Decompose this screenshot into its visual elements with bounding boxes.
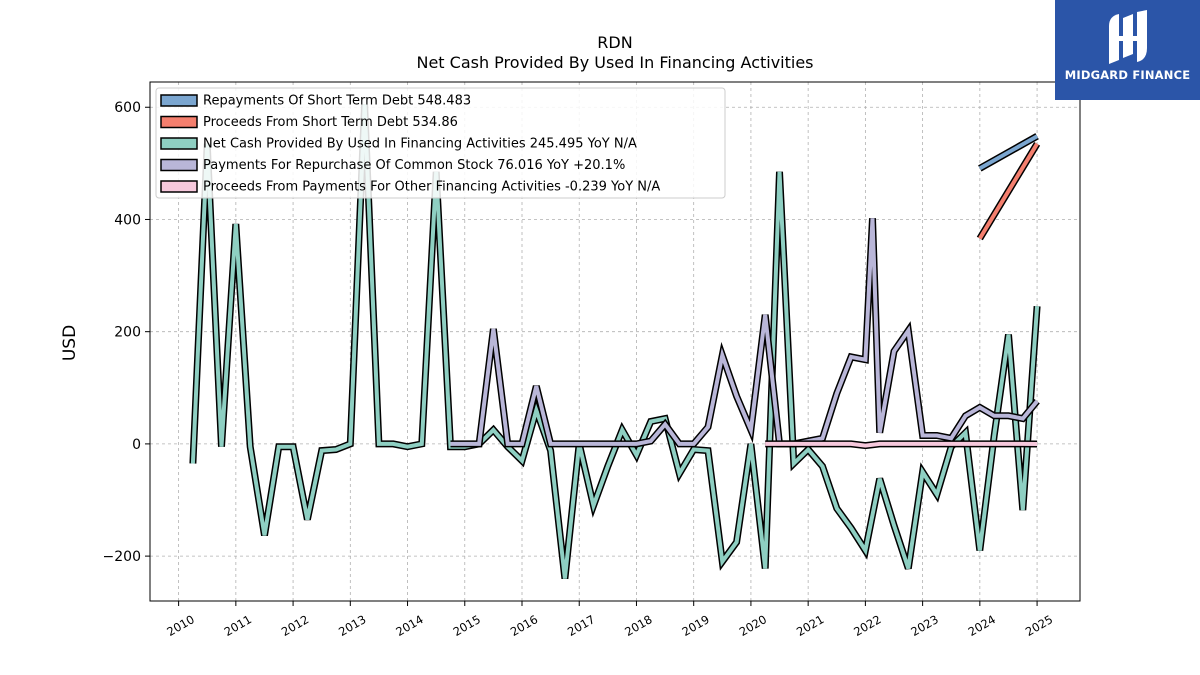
legend-swatch — [160, 158, 198, 172]
legend-swatch — [160, 180, 198, 193]
payments-for-repurchase-of-common-stock-line — [450, 218, 1039, 446]
x-tick-label: 2021 — [794, 612, 826, 639]
legend-swatch — [160, 137, 198, 150]
legend: Repayments Of Short Term Debt 548.483 Pro… — [155, 87, 726, 199]
legend-entry: Net Cash Provided By Used In Financing A… — [203, 137, 637, 152]
legend-box — [155, 87, 726, 199]
x-tick-label: 2017 — [565, 612, 597, 639]
x-tick-label: 2018 — [622, 612, 654, 639]
x-tick-label: 2023 — [908, 612, 940, 639]
y-tick-label: 200 — [114, 325, 141, 341]
series-layer — [189, 104, 1041, 579]
proceeds-from-short-term-debt-line — [978, 142, 1039, 240]
x-tick-label: 2011 — [222, 612, 254, 639]
x-tick-label: 2013 — [336, 612, 368, 639]
y-axis-label: USD — [60, 325, 80, 361]
x-tick-label: 2019 — [680, 612, 712, 639]
legend-swatch — [160, 94, 198, 107]
y-tick-label: 600 — [114, 100, 141, 116]
x-tick-label: 2012 — [279, 612, 311, 639]
brand-name: MIDGARD FINANCE — [1064, 68, 1191, 82]
x-tick-label: 2025 — [1023, 612, 1055, 639]
y-tick-label: 0 — [132, 437, 141, 453]
legend-entry: Repayments Of Short Term Debt 548.483 — [203, 94, 471, 109]
plot-frame — [149, 81, 1081, 602]
legend-entry: Proceeds From Payments For Other Financi… — [203, 180, 660, 195]
net-cash-provided-by-used-in-financing-activities-line — [190, 104, 1040, 579]
repayments-of-short-term-debt-line — [978, 134, 1039, 171]
x-tick-label: 2022 — [851, 612, 883, 639]
x-tick-label: 2014 — [393, 612, 425, 639]
brand-logo: MIDGARD FINANCE — [1055, 0, 1200, 100]
legend-entry: Payments For Repurchase Of Common Stock … — [203, 158, 625, 173]
logo-mark-icon — [1109, 10, 1147, 64]
proceeds-from-payments-for-other-financing-activities-line — [765, 441, 1038, 448]
y-tick-label: 400 — [114, 212, 141, 228]
y-tick-label: −200 — [103, 549, 141, 565]
x-tick-label: 2010 — [164, 612, 196, 639]
x-tick-label: 2024 — [966, 612, 998, 639]
x-tick-label: 2015 — [451, 612, 483, 639]
legend-swatch — [160, 115, 198, 129]
x-tick-label: 2016 — [508, 612, 540, 639]
legend-entry: Proceeds From Short Term Debt 534.86 — [203, 115, 458, 130]
chart-subtitle: Net Cash Provided By Used In Financing A… — [416, 53, 813, 72]
x-tick-label: 2020 — [737, 612, 769, 639]
chart-title: RDN — [597, 33, 632, 52]
